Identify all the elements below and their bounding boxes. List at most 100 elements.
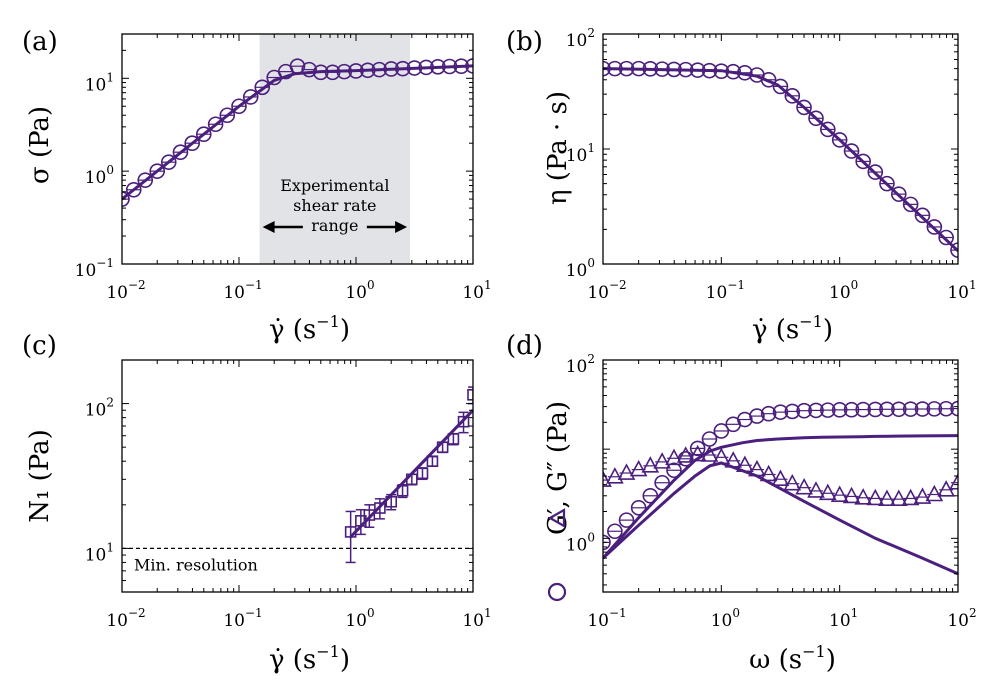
data-point-triangle xyxy=(949,473,958,490)
x-axis-label: γ̇ (s−1) xyxy=(269,312,350,345)
y-axis-label: η (Pa · s) xyxy=(543,91,573,205)
data-point-triangle xyxy=(603,470,612,487)
data-point-square xyxy=(385,495,398,508)
y-tick-label: 102 xyxy=(85,396,114,421)
arrowhead-right xyxy=(395,221,408,233)
legend-circle-icon xyxy=(547,582,567,602)
x-axis-label: ω (s−1) xyxy=(749,642,836,675)
data-point-triangle xyxy=(842,486,861,504)
x-axis-label: γ̇ (s−1) xyxy=(269,642,350,675)
data-point-square xyxy=(416,467,429,480)
x-tick-label: 100 xyxy=(345,606,374,631)
legend-triangle-icon xyxy=(547,508,566,528)
data-point-triangle xyxy=(759,464,778,482)
y-tick-label: 101 xyxy=(85,70,114,95)
data-point-triangle xyxy=(724,451,743,468)
x-tick-label: 10−1 xyxy=(223,278,262,303)
x-tick-label: 101 xyxy=(829,606,858,631)
data-point-triangle xyxy=(700,445,719,462)
data-point-square xyxy=(467,389,473,401)
series-group xyxy=(603,60,958,258)
x-tick-label: 100 xyxy=(829,278,858,303)
data-point-square xyxy=(447,433,460,445)
x-tick-label: 100 xyxy=(711,606,740,631)
data-point-triangle xyxy=(653,452,671,469)
data-point-square xyxy=(355,515,367,527)
series-group xyxy=(344,386,473,564)
data-point-triangle xyxy=(617,463,636,480)
series-group xyxy=(122,58,473,207)
y-tick-label: 101 xyxy=(566,141,595,166)
arrowhead-left xyxy=(262,221,275,233)
panel-d: 10−1 100 101 102 100 102 (d) ω (s−1) G′, G″ (Pa) xyxy=(506,331,977,675)
y-tick-label: 101 xyxy=(85,540,114,565)
data-point-triangle xyxy=(818,483,837,501)
data-point-triangle xyxy=(913,487,932,504)
data-point-triangle xyxy=(889,489,908,506)
panel-label: (c) xyxy=(22,331,57,361)
data-point-triangle xyxy=(712,447,731,465)
y-tick-label: 102 xyxy=(566,352,595,377)
series-group xyxy=(603,400,958,576)
x-tick-label: 10−1 xyxy=(706,278,745,303)
y-tick-label: 100 xyxy=(566,256,595,281)
data-point-triangle xyxy=(641,456,660,473)
y-tick-label: 10−1 xyxy=(75,256,114,281)
x-tick-label: 101 xyxy=(462,606,491,631)
x-tick-label: 10−1 xyxy=(223,606,262,631)
data-point-square xyxy=(436,441,449,453)
axes-box xyxy=(121,33,474,265)
data-point-triangle xyxy=(676,446,695,463)
panel-label: (d) xyxy=(506,331,543,361)
data-point-triangle xyxy=(854,488,873,505)
x-axis-label: γ̇ (s−1) xyxy=(752,312,833,345)
data-point-triangle xyxy=(807,481,825,498)
x-tick-label: 101 xyxy=(947,278,976,303)
data-point-triangle xyxy=(901,488,920,506)
data-point-triangle xyxy=(736,455,754,473)
panel-label: (a) xyxy=(22,27,58,57)
panel-b: 10−2 10−1 100 101 100 101 102 (b) γ̇ (s−1) η (Pa … xyxy=(506,26,977,345)
shaded-region-label: range xyxy=(311,216,358,235)
data-point-square xyxy=(374,502,386,514)
axes-box xyxy=(121,359,474,593)
data-point-triangle xyxy=(606,467,624,484)
data-point-triangle xyxy=(866,488,885,506)
data-point-triangle xyxy=(629,459,648,477)
fit-line xyxy=(603,434,958,560)
fit-line xyxy=(603,67,958,252)
min-resolution-label: Min. resolution xyxy=(134,555,258,574)
y-axis-label: σ (Pa) xyxy=(25,106,55,184)
data-point-square xyxy=(396,484,409,497)
shaded-region-label: shear rate xyxy=(293,196,376,215)
data-point-triangle xyxy=(688,444,707,462)
x-tick-label: 102 xyxy=(947,606,976,631)
x-tick-label: 101 xyxy=(462,278,491,303)
shaded-region-label: Experimental xyxy=(280,176,389,195)
y-tick-label: 102 xyxy=(566,26,595,51)
data-point-triangle xyxy=(665,448,683,466)
x-tick-label: 10−2 xyxy=(106,278,145,303)
x-tick-label: 10−2 xyxy=(106,606,145,631)
data-point-square xyxy=(406,473,418,486)
panel-label: (b) xyxy=(506,27,543,57)
data-point-square xyxy=(344,526,357,538)
y-tick-label: 100 xyxy=(85,163,114,188)
data-point-triangle xyxy=(878,489,896,506)
y-tick-label: 100 xyxy=(566,530,595,555)
data-point-square xyxy=(363,509,376,521)
x-tick-label: 100 xyxy=(345,278,374,303)
data-point-triangle xyxy=(795,477,813,495)
y-axis-label: G′, G″ (Pa) xyxy=(543,401,573,535)
data-point-triangle xyxy=(771,469,790,487)
data-point-square xyxy=(426,455,439,468)
data-point-triangle xyxy=(783,473,802,491)
data-point-triangle xyxy=(830,485,849,502)
axes-box xyxy=(602,359,959,593)
x-tick-label: 10−1 xyxy=(587,606,626,631)
x-tick-label: 10−2 xyxy=(587,278,626,303)
panel-c: Min. resolution 10−2 10−1 100 101 101 102 (c) γ̇… xyxy=(22,331,492,675)
data-point-triangle xyxy=(925,484,944,502)
